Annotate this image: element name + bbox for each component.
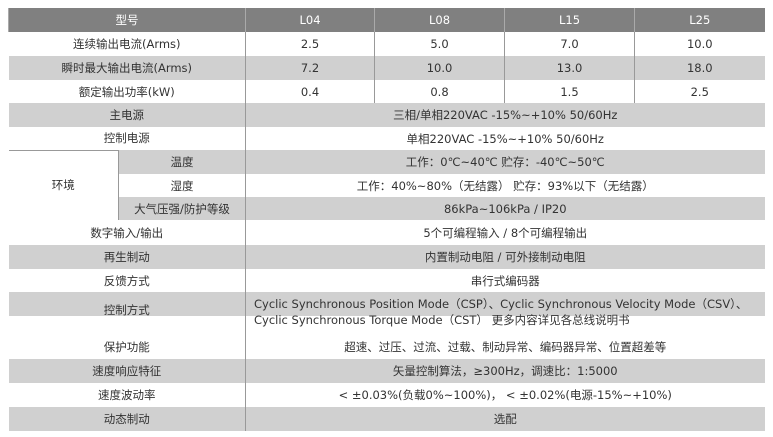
row-label: 动态制动 [8, 407, 246, 431]
table-row: 大气压强/防护等级 86kPa~106kPa / IP20 [9, 197, 765, 220]
cell: 18.0 [634, 56, 765, 80]
header-row: 型号 L04 L08 L15 L25 [8, 8, 765, 32]
table-row: 反馈方式 串行式编码器 [8, 269, 765, 292]
model-l04: L04 [245, 8, 375, 32]
table-row: 再生制动 内置制动电阻 / 可外接制动电阻 [8, 245, 765, 269]
table-row: 瞬时最大输出电流(Arms) 7.2 10.0 13.0 18.0 [8, 56, 765, 80]
control-mode-value: Cyclic Synchronous Position Mode（CSP）、Cy… [254, 296, 747, 328]
row-label: 主电源 [8, 103, 246, 127]
cell: 7.2 [245, 56, 375, 80]
cell: 单相220VAC -15%~+10% 50/60Hz [245, 127, 765, 150]
table-row: 速度波动率 < ±0.03%(负载0%~100%)， < ±0.02%(电源-1… [8, 383, 765, 407]
cell: 超速、过压、过流、过载、制动异常、编码器异常、位置超差等 [245, 316, 765, 359]
cell: 矢量控制算法，≥300Hz，调速比：1:5000 [245, 359, 765, 383]
row-label: 温度 [118, 150, 246, 174]
control-mode-label: 控制方式 [103, 303, 150, 317]
cell: 三相/单相220VAC -15%~+10% 50/60Hz [245, 103, 765, 127]
row-label: 连续输出电流(Arms) [8, 32, 246, 56]
row-label: 数字输入/输出 [8, 220, 246, 245]
row-label: 控制电源 [8, 127, 246, 150]
cell: 选配 [245, 407, 765, 431]
cell: 2.5 [634, 80, 765, 103]
row-label: 湿度 [118, 174, 246, 197]
cell: 13.0 [504, 56, 635, 80]
table-row: 保护功能 超速、过压、过流、过载、制动异常、编码器异常、位置超差等 [8, 316, 765, 359]
cell: 2.5 [245, 32, 375, 56]
table-row: 主电源 三相/单相220VAC -15%~+10% 50/60Hz [8, 103, 765, 127]
row-label: 控制方式 [8, 292, 246, 317]
row-label: 瞬时最大输出电流(Arms) [8, 56, 246, 80]
cell: 10.0 [634, 32, 765, 56]
row-label: 再生制动 [8, 245, 246, 269]
cell: 10.0 [374, 56, 505, 80]
cell: 7.0 [504, 32, 635, 56]
table-row: 数字输入/输出 5个可编程输入 / 8个可编程输出 [8, 220, 765, 245]
header-label: 型号 [8, 8, 246, 32]
cell: 5.0 [374, 32, 505, 56]
cell: 内置制动电阻 / 可外接制动电阻 [245, 245, 765, 269]
row-label: 额定输出功率(kW) [8, 80, 246, 103]
cell: 5个可编程输入 / 8个可编程输出 [245, 220, 765, 245]
row-label: 保护功能 [8, 316, 246, 359]
model-l08: L08 [374, 8, 505, 32]
cell: 86kPa~106kPa / IP20 [245, 197, 765, 220]
table-row: 额定输出功率(kW) 0.4 0.8 1.5 2.5 [8, 80, 765, 103]
table-row: 环境 温度 工作：0℃~40℃ 贮存：-40℃~50℃ [8, 149, 765, 220]
row-label: 大气压强/防护等级 [118, 197, 246, 220]
spec-table: 型号 L04 L08 L15 L25 连续输出电流(Arms) 2.5 5.0 7.… [8, 8, 765, 431]
cell: 0.4 [245, 80, 375, 103]
cell: < ±0.03%(负载0%~100%)， < ±0.02%(电源-15%~+10… [245, 383, 765, 407]
table-row: 连续输出电流(Arms) 2.5 5.0 7.0 10.0 [8, 32, 765, 56]
row-label: 反馈方式 [8, 269, 246, 292]
cell: 工作：0℃~40℃ 贮存：-40℃~50℃ [245, 150, 765, 174]
row-label: 速度波动率 [8, 383, 246, 407]
cell [245, 292, 765, 316]
model-l15: L15 [504, 8, 635, 32]
cell: 1.5 [504, 80, 635, 103]
cell: 工作：40%~80%（无结露） 贮存：93%以下（无结露） [245, 174, 765, 197]
cell: 串行式编码器 [245, 269, 765, 292]
table-row: 控制电源 单相220VAC -15%~+10% 50/60Hz [8, 127, 765, 150]
control-mode-line: Cyclic Synchronous Position Mode（CSP）、Cy… [254, 297, 748, 311]
table-row: 速度响应特征 矢量控制算法，≥300Hz，调速比：1:5000 [8, 359, 765, 383]
row-label: 速度响应特征 [8, 359, 246, 383]
environment-label: 环境 [8, 149, 119, 220]
table-row: 湿度 工作：40%~80%（无结露） 贮存：93%以下（无结露） [9, 174, 765, 197]
table-row: 动态制动 选配 [8, 407, 765, 431]
model-l25: L25 [634, 8, 765, 32]
control-mode-line: Cyclic Synchronous Torque Mode（CST） 更多内容… [254, 313, 630, 327]
table-row: 控制方式 [8, 292, 765, 317]
cell: 0.8 [374, 80, 505, 103]
